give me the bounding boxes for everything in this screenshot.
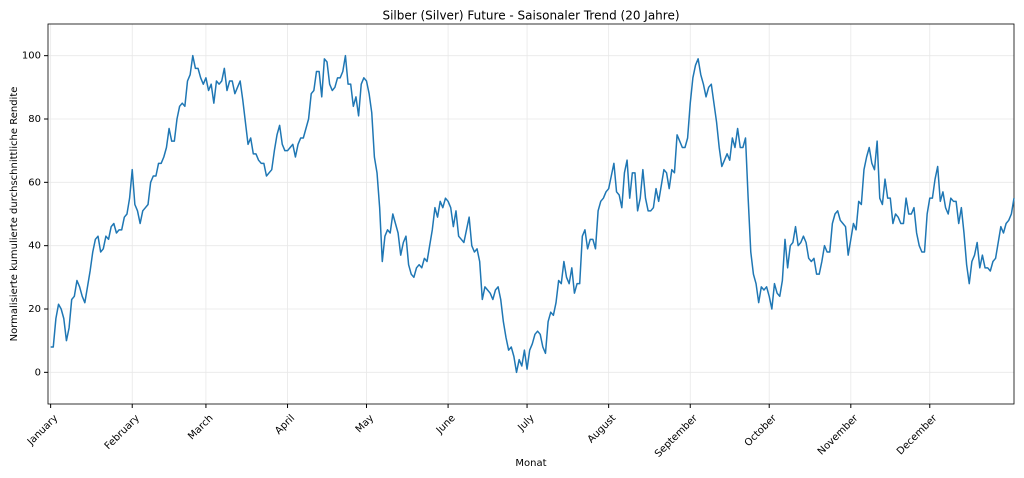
chart-title: Silber (Silver) Future - Saisonaler Tren… bbox=[382, 9, 679, 23]
y-tick-label: 80 bbox=[28, 114, 41, 125]
y-tick-label: 0 bbox=[35, 367, 41, 378]
x-tick-label: April bbox=[273, 413, 297, 437]
x-axis-label: Monat bbox=[515, 458, 546, 469]
plot-frame bbox=[47, 23, 1015, 405]
y-tick-label: 100 bbox=[22, 51, 41, 62]
data-line bbox=[50, 54, 1015, 374]
x-tick-label: September bbox=[653, 412, 700, 459]
x-tick-label: March bbox=[186, 413, 215, 442]
y-tick-label: 20 bbox=[28, 304, 41, 315]
x-tick-label: November bbox=[816, 412, 861, 457]
y-tick-label: 40 bbox=[28, 241, 41, 252]
y-axis-label: Normalisierte kumulierte durchschnittlic… bbox=[9, 87, 20, 342]
x-tick-label: August bbox=[586, 413, 619, 446]
x-tick-label: December bbox=[895, 412, 940, 457]
y-tick-label: 60 bbox=[28, 177, 41, 188]
x-tick-label: January bbox=[25, 413, 60, 448]
x-tick-label: May bbox=[354, 413, 376, 435]
x-tick-label: June bbox=[434, 413, 458, 437]
x-tick-label: October bbox=[743, 412, 780, 449]
x-tick-label: February bbox=[103, 413, 142, 452]
x-tick-label: July bbox=[516, 413, 537, 434]
